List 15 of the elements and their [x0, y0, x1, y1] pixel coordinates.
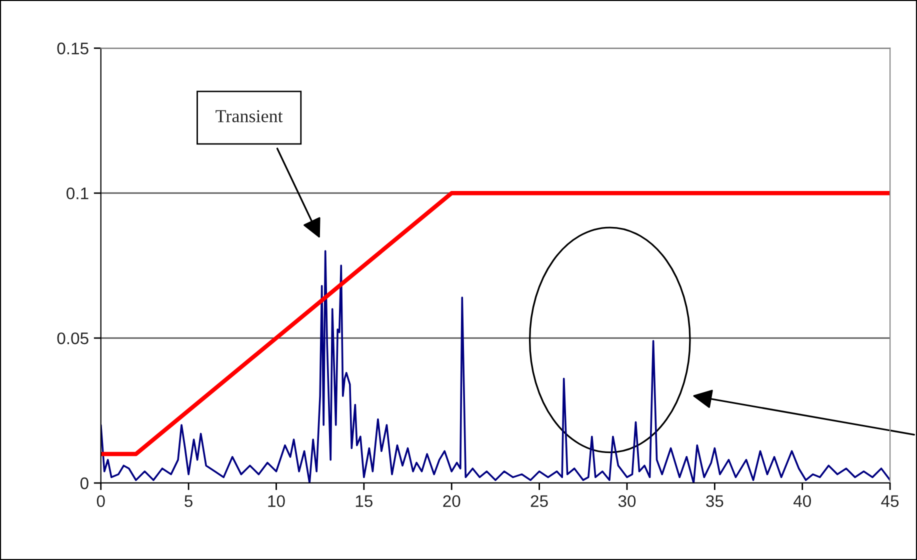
- y-tick-label: 0.05: [57, 332, 88, 344]
- y-tick-label: 0: [80, 477, 88, 490]
- x-tick-label: 10: [268, 495, 285, 508]
- y-tick-label: 0.1: [66, 188, 88, 200]
- x-tick-label: 0: [96, 495, 105, 508]
- x-tick-label: 5: [184, 495, 192, 508]
- x-tick-label: 45: [881, 495, 899, 508]
- x-tick-label: 30: [618, 495, 636, 508]
- x-tick-label: 15: [356, 495, 372, 508]
- x-tick-label: 40: [793, 495, 811, 508]
- x-tick-label: 25: [530, 495, 548, 508]
- x-tick-label: 35: [706, 495, 724, 508]
- annotation: Transient: [216, 110, 283, 122]
- y-tick-label: 0.15: [57, 42, 88, 54]
- x-tick-label: 20: [443, 495, 460, 508]
